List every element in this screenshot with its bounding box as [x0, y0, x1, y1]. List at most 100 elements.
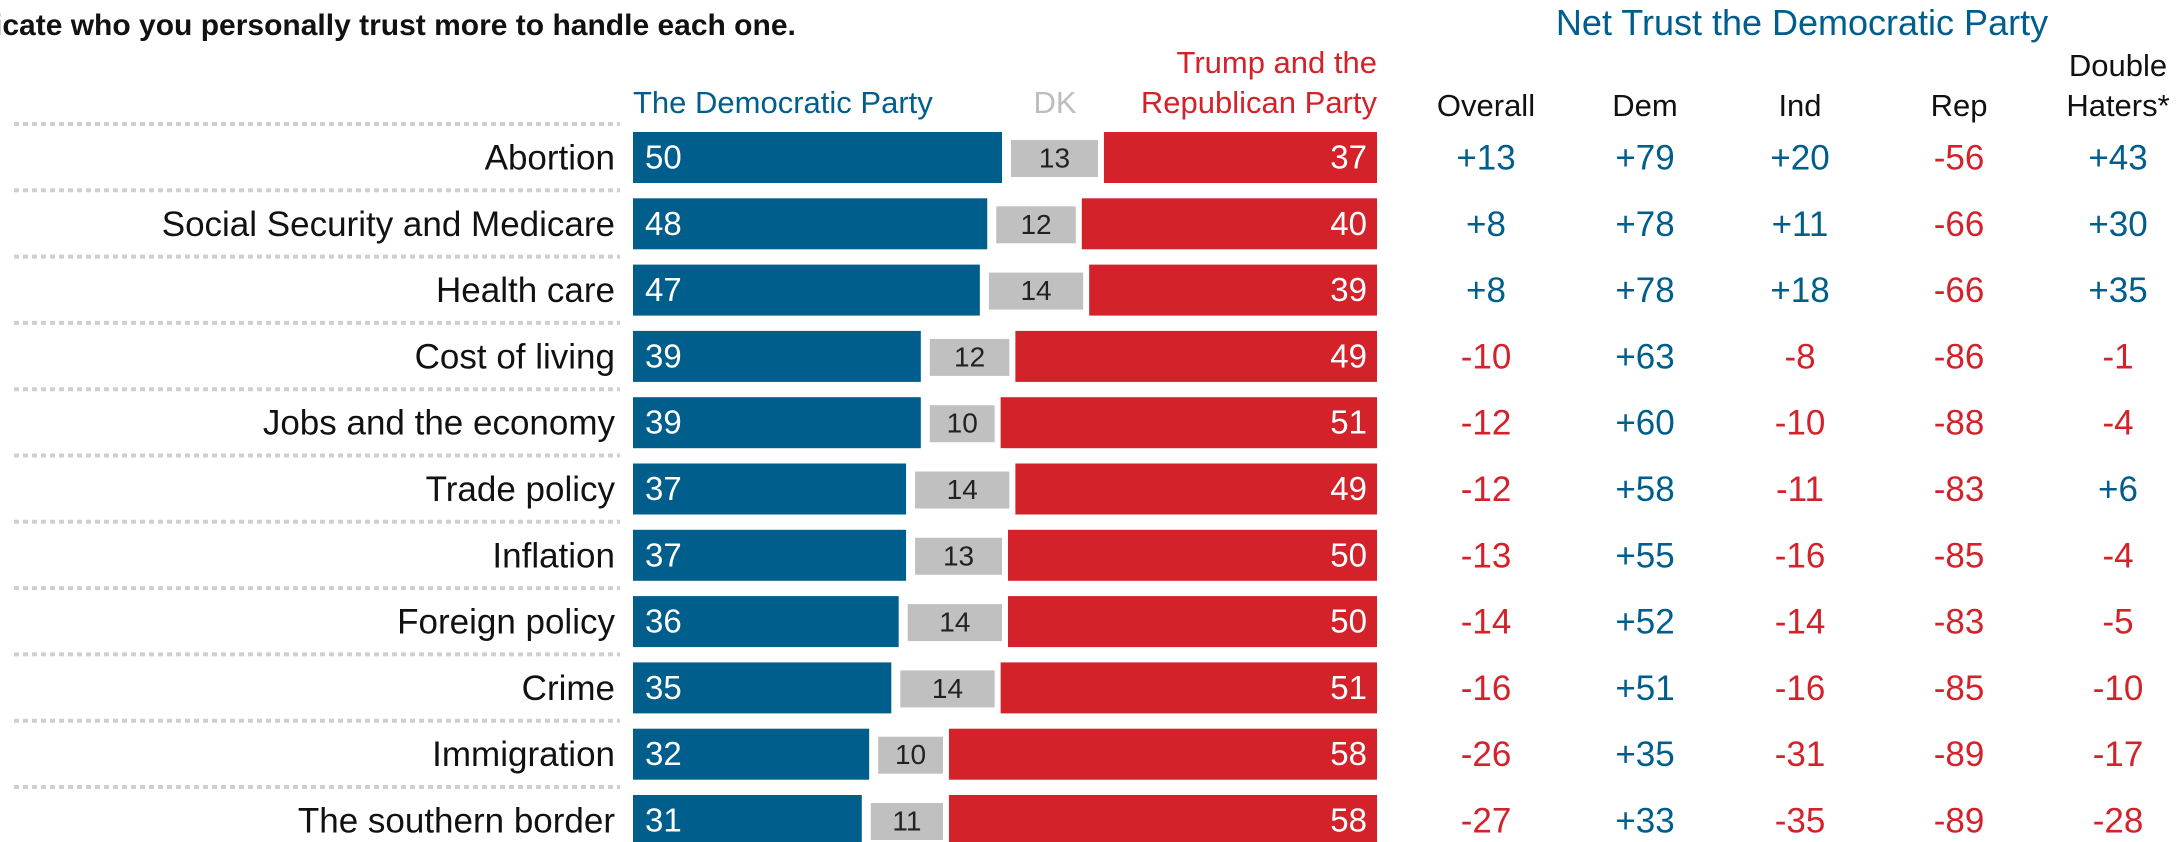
- bar-rep: [948, 795, 1377, 842]
- value-dk: 13: [1039, 143, 1070, 174]
- value-dk: 14: [939, 607, 970, 638]
- col-header-double-haters-2: Haters*: [2066, 88, 2169, 123]
- category-label: Health care: [436, 271, 615, 310]
- value-rep: 51: [1330, 404, 1367, 441]
- net-trust-value: +60: [1615, 404, 1674, 443]
- question-text: icate who you personally trust more to h…: [0, 9, 796, 42]
- net-trust-value: -14: [1775, 603, 1826, 642]
- net-trust-value: -10: [1775, 404, 1826, 443]
- net-trust-value: -66: [1934, 205, 1985, 244]
- category-label: Abortion: [485, 139, 615, 178]
- bar-dem: [633, 529, 907, 581]
- net-trust-value: -12: [1461, 404, 1512, 443]
- net-trust-value: +52: [1615, 603, 1674, 642]
- net-trust-value: -89: [1934, 735, 1985, 774]
- net-trust-value: -85: [1934, 536, 1985, 575]
- net-trust-value: -11: [1776, 470, 1824, 509]
- value-dem: 47: [645, 271, 682, 308]
- value-rep: 58: [1330, 802, 1367, 839]
- net-trust-value: +43: [2088, 139, 2147, 178]
- net-trust-value: -4: [2102, 536, 2133, 575]
- bar-dk: [900, 670, 995, 708]
- legend-dk: DK: [1033, 85, 1076, 120]
- net-trust-value: -56: [1934, 139, 1985, 178]
- bar-dk: [907, 604, 1002, 642]
- bar-dk: [929, 338, 1010, 376]
- value-dk: 14: [932, 673, 963, 704]
- bar-dem: [633, 264, 980, 316]
- bar-dem: [633, 463, 907, 515]
- value-dem: 50: [645, 139, 682, 176]
- net-trust-value: +35: [2088, 271, 2147, 310]
- bar-rep: [1081, 198, 1377, 250]
- category-label: Foreign policy: [397, 603, 615, 642]
- col-header-ind: Ind: [1778, 88, 1821, 123]
- bar-rep: [1008, 596, 1377, 648]
- legend-rep-line2: Republican Party: [1141, 85, 1378, 120]
- net-trust-value: +8: [1466, 271, 1506, 310]
- value-rep: 51: [1330, 669, 1367, 706]
- net-trust-value: -35: [1775, 802, 1826, 841]
- value-rep: 49: [1330, 470, 1367, 507]
- bar-dem: [633, 728, 870, 780]
- net-trust-value: +78: [1615, 205, 1674, 244]
- net-trust-value: +79: [1615, 139, 1674, 178]
- bar-rep: [1000, 397, 1377, 449]
- value-dem: 32: [645, 735, 682, 772]
- net-trust-value: +6: [2098, 470, 2138, 509]
- value-rep: 50: [1330, 536, 1367, 573]
- bar-rep: [1000, 662, 1377, 714]
- value-dem: 31: [645, 802, 682, 839]
- net-trust-value: +78: [1615, 271, 1674, 310]
- bar-rep: [1089, 264, 1377, 316]
- col-header-dem: Dem: [1612, 88, 1677, 123]
- net-trust-value: -10: [2093, 669, 2144, 708]
- bar-dem: [633, 397, 921, 449]
- bar-dem: [633, 330, 921, 382]
- col-header-overall: Overall: [1437, 88, 1535, 123]
- net-trust-value: -66: [1934, 271, 1985, 310]
- bar-dem: [633, 198, 988, 250]
- net-trust-value: -31: [1775, 735, 1826, 774]
- value-dk: 12: [1020, 209, 1051, 240]
- bar-rep: [1015, 330, 1377, 382]
- value-rep: 58: [1330, 735, 1367, 772]
- net-trust-value: -1: [2102, 337, 2133, 376]
- bar-dk: [870, 803, 943, 840]
- value-dk: 14: [1020, 275, 1051, 306]
- chart-rows: Abortion 50 13 37 +13 +79 +20 -56 +43 Social Secu…: [14, 122, 2148, 842]
- bar-dk: [988, 272, 1084, 310]
- net-trust-value: +11: [1772, 205, 1829, 244]
- net-trust-value: -16: [1461, 669, 1512, 708]
- net-trust-value: -88: [1934, 404, 1985, 443]
- net-trust-title: Net Trust the Democratic Party: [1556, 2, 2048, 43]
- bar-dk: [878, 736, 943, 774]
- net-trust-value: -16: [1775, 536, 1826, 575]
- category-label: Cost of living: [415, 337, 615, 376]
- value-dk: 11: [892, 806, 921, 837]
- bar-dk: [929, 405, 995, 443]
- bar-rep: [1008, 529, 1377, 581]
- net-trust-value: -27: [1461, 802, 1512, 841]
- col-header-double-haters-1: Double: [2069, 48, 2167, 83]
- legend-dem: The Democratic Party: [633, 85, 933, 120]
- net-trust-value: +8: [1466, 205, 1506, 244]
- value-rep: 50: [1330, 603, 1367, 640]
- value-dk: 14: [947, 474, 978, 505]
- net-trust-value: -17: [2093, 735, 2144, 774]
- net-trust-value: -89: [1934, 802, 1985, 841]
- value-dem: 39: [645, 404, 682, 441]
- net-trust-value: +18: [1770, 271, 1829, 310]
- net-trust-value: -13: [1461, 536, 1512, 575]
- value-dem: 48: [645, 205, 682, 242]
- net-trust-value: +20: [1770, 139, 1829, 178]
- value-rep: 37: [1330, 139, 1367, 176]
- net-trust-value: +51: [1615, 669, 1674, 708]
- col-header-rep: Rep: [1931, 88, 1988, 123]
- bar-dk: [915, 471, 1010, 509]
- net-trust-value: -8: [1784, 337, 1815, 376]
- net-trust-value: -85: [1934, 669, 1985, 708]
- net-trust-value: +63: [1615, 337, 1674, 376]
- net-trust-value: +13: [1456, 139, 1515, 178]
- bar-dem: [633, 596, 899, 648]
